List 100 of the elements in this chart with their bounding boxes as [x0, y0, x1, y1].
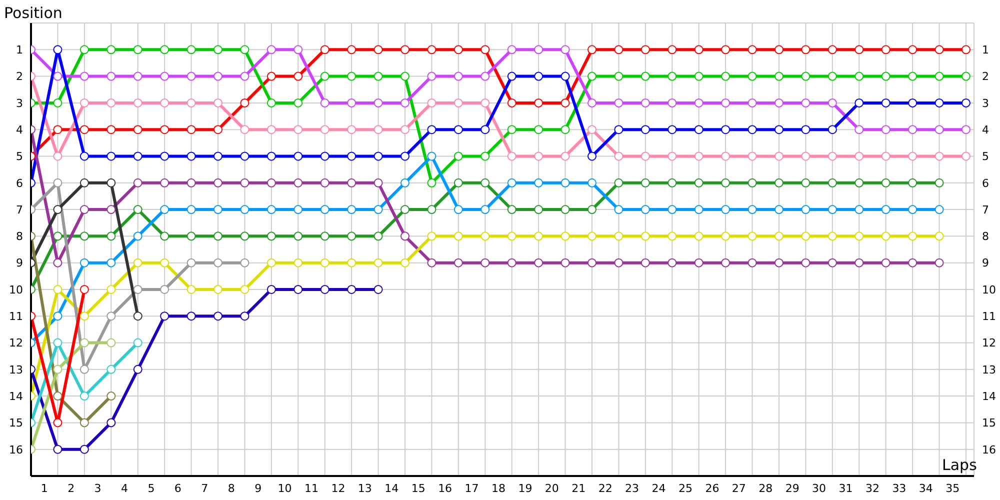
x-tick-label: 33	[892, 482, 906, 495]
point	[427, 152, 436, 161]
point	[266, 152, 276, 161]
point	[400, 72, 410, 81]
y-tick-label: 11	[9, 310, 23, 324]
point	[80, 392, 89, 401]
x-tick-label: 16	[438, 482, 452, 495]
point	[614, 45, 624, 54]
point	[53, 178, 62, 188]
point	[614, 125, 624, 134]
point	[160, 98, 170, 108]
point	[480, 98, 490, 108]
point	[427, 125, 436, 134]
point	[106, 152, 116, 161]
point	[374, 284, 383, 294]
point	[961, 72, 970, 81]
point	[106, 364, 116, 374]
point	[801, 45, 810, 54]
point	[801, 258, 810, 268]
point	[213, 98, 222, 108]
point	[53, 418, 62, 428]
point	[160, 178, 170, 188]
point	[427, 205, 436, 214]
x-tick-label: 12	[331, 482, 346, 495]
point	[294, 258, 303, 268]
point	[106, 258, 116, 268]
point	[560, 98, 570, 108]
point	[106, 205, 116, 214]
point	[774, 178, 784, 188]
point	[908, 72, 918, 81]
point	[694, 45, 704, 54]
point	[961, 98, 970, 108]
point	[694, 258, 704, 268]
point	[133, 178, 142, 188]
point	[266, 258, 276, 268]
point	[614, 98, 624, 108]
point	[507, 98, 516, 108]
point	[668, 152, 677, 161]
point	[213, 232, 222, 241]
point	[374, 45, 383, 54]
point	[160, 205, 170, 214]
point	[53, 125, 62, 134]
point	[587, 45, 596, 54]
y2-tick-label: 13	[982, 363, 996, 376]
point	[908, 125, 918, 134]
point	[668, 258, 677, 268]
point	[294, 205, 303, 214]
point	[374, 205, 383, 214]
point	[774, 98, 784, 108]
point	[294, 72, 303, 81]
point	[240, 284, 250, 294]
point	[240, 258, 250, 268]
point	[213, 258, 222, 268]
point	[133, 232, 142, 241]
point	[240, 232, 250, 241]
x-tick-label: 19	[518, 482, 532, 495]
point	[614, 232, 624, 241]
point	[934, 125, 944, 134]
point	[400, 232, 410, 241]
point	[427, 45, 436, 54]
point	[640, 152, 650, 161]
point	[480, 258, 490, 268]
y2-tick-label: 16	[982, 443, 996, 456]
point	[721, 152, 730, 161]
point	[347, 152, 356, 161]
point	[908, 152, 918, 161]
point	[240, 178, 250, 188]
point	[640, 125, 650, 134]
point	[106, 338, 116, 348]
point	[668, 125, 677, 134]
point	[160, 72, 170, 81]
point	[320, 284, 330, 294]
point	[748, 178, 757, 188]
point	[106, 98, 116, 108]
point	[560, 178, 570, 188]
point	[106, 312, 116, 321]
point	[640, 205, 650, 214]
point	[133, 258, 142, 268]
point	[106, 178, 116, 188]
point	[374, 125, 383, 134]
point	[266, 178, 276, 188]
point	[560, 232, 570, 241]
point	[614, 178, 624, 188]
y2-tick-label: 9	[982, 256, 989, 270]
point	[748, 45, 757, 54]
point	[266, 284, 276, 294]
point	[240, 45, 250, 54]
point	[507, 152, 516, 161]
point	[640, 45, 650, 54]
point	[213, 284, 222, 294]
point	[186, 284, 196, 294]
point	[854, 232, 864, 241]
point	[320, 45, 330, 54]
x-tick-label: 29	[785, 482, 800, 495]
point	[427, 232, 436, 241]
point	[694, 152, 704, 161]
y2-tick-label: 8	[982, 230, 989, 244]
point	[640, 258, 650, 268]
point	[721, 98, 730, 108]
point	[560, 152, 570, 161]
